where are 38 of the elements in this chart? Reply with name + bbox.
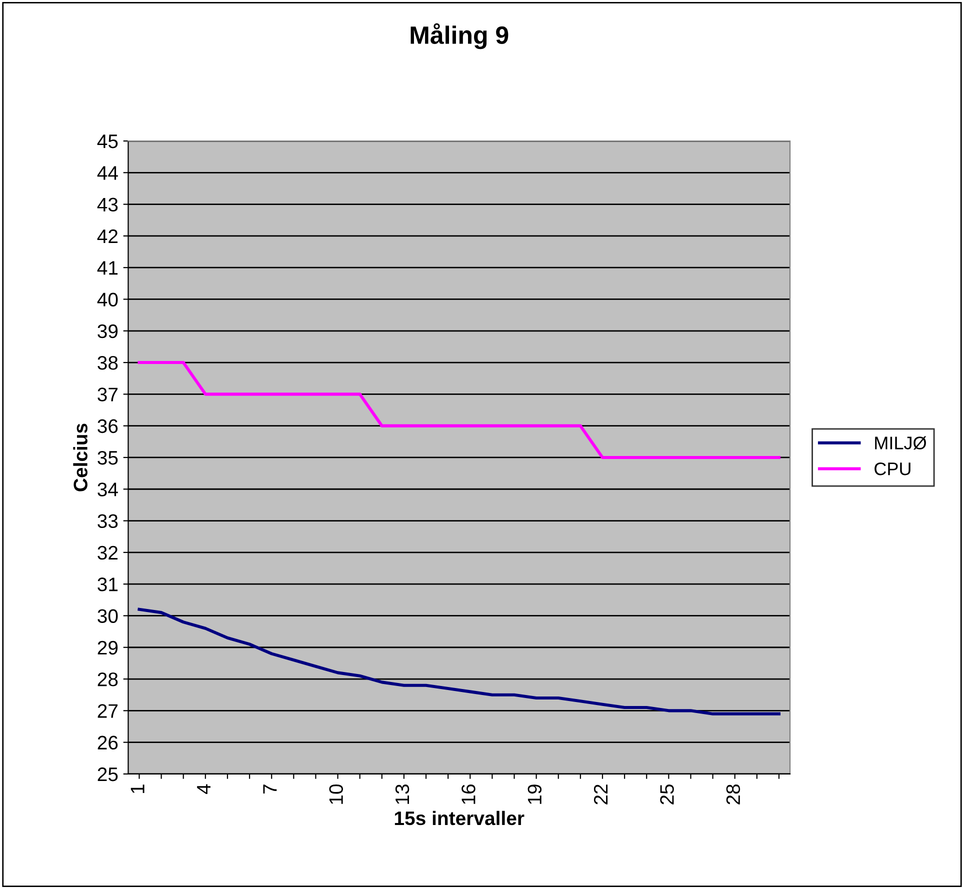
x-tick-label: 22 bbox=[594, 784, 608, 804]
y-tick-label: 31 bbox=[98, 578, 118, 592]
y-tick-label: 34 bbox=[98, 482, 118, 496]
x-tick-label: 19 bbox=[528, 784, 542, 804]
legend-label: MILJØ bbox=[875, 436, 926, 450]
legend-label: CPU bbox=[874, 462, 910, 476]
y-tick-label: 30 bbox=[98, 609, 118, 623]
x-tick-label: 16 bbox=[462, 784, 476, 804]
y-tick-label: 29 bbox=[98, 640, 118, 655]
y-tick-label: 45 bbox=[97, 134, 118, 148]
y-tick-label: 40 bbox=[97, 292, 118, 306]
y-tick-label: 43 bbox=[97, 198, 118, 212]
x-tick-label: 4 bbox=[197, 784, 210, 794]
y-tick-label: 28 bbox=[98, 672, 118, 686]
y-tick-label: 37 bbox=[98, 388, 118, 402]
x-tick-label: 1 bbox=[130, 784, 144, 794]
x-axis-title: 15s intervaller bbox=[394, 810, 524, 826]
y-tick-label: 41 bbox=[97, 261, 118, 275]
chart-title: Måling 9 bbox=[410, 23, 508, 50]
y-tick-label: 26 bbox=[98, 736, 118, 750]
line-series bbox=[138, 361, 780, 460]
y-tick-label: 25 bbox=[98, 767, 118, 782]
y-tick-label: 36 bbox=[98, 419, 118, 434]
y-tick-label: 38 bbox=[98, 356, 118, 370]
x-tick-label: 25 bbox=[660, 784, 674, 804]
y-tick-label: 39 bbox=[98, 324, 118, 338]
y-tick-label: 27 bbox=[98, 704, 118, 718]
y-tick-label: 35 bbox=[98, 450, 118, 465]
x-tick-label: 28 bbox=[726, 784, 740, 804]
y-tick-label: 33 bbox=[98, 514, 118, 528]
x-tick-label: 13 bbox=[395, 784, 410, 804]
x-tick-label: 7 bbox=[263, 784, 277, 794]
line-series bbox=[138, 608, 780, 716]
y-tick-label: 42 bbox=[97, 229, 118, 243]
y-axis-title: Celcius bbox=[73, 424, 88, 492]
y-tick-label: 44 bbox=[97, 166, 118, 180]
x-tick-label: 10 bbox=[329, 784, 343, 804]
y-tick-label: 32 bbox=[98, 546, 118, 560]
